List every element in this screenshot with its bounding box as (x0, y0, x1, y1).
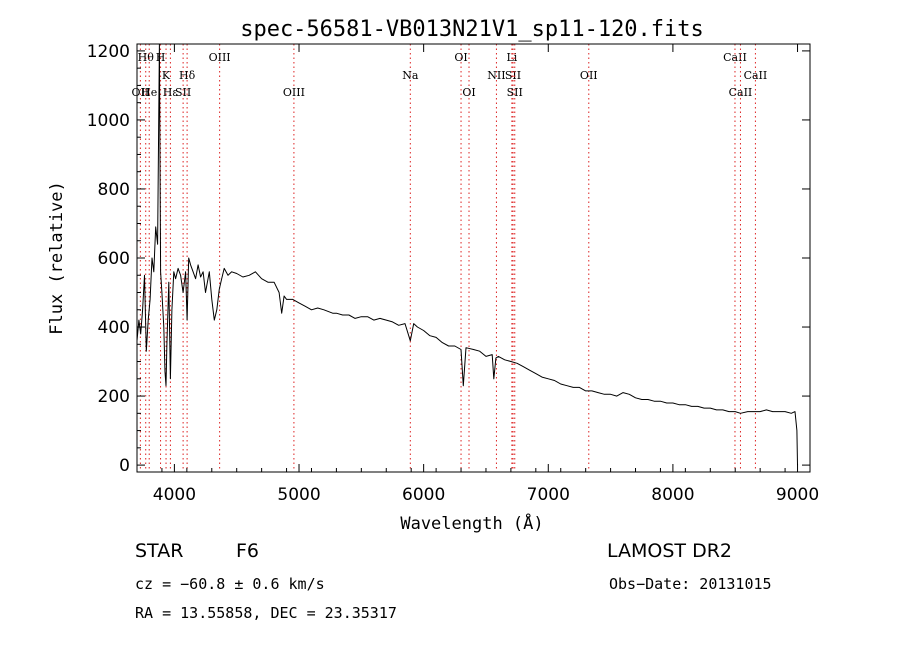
y-axis-ticks: 0 200 400 600 800 1000 1200 (87, 42, 810, 476)
x-axis-label: Wavelength (Å) (400, 512, 543, 534)
survey-name: LAMOST DR2 (607, 540, 732, 562)
spectral-line-label: Hδ (179, 69, 196, 82)
object-subclass: F6 (236, 540, 260, 562)
spectral-line-label: CaII (729, 86, 753, 99)
spectral-line-label: NII (487, 69, 505, 82)
x-tick-label: 8000 (651, 485, 694, 505)
spectral-line-label: OII (580, 69, 598, 82)
spectral-line-label: SII (507, 86, 523, 99)
y-tick-label: 600 (98, 249, 130, 269)
spectral-line-label: SII (505, 69, 521, 82)
spectral-line-label: CaII (723, 51, 747, 64)
y-tick-label: 1000 (87, 111, 130, 131)
spectral-line-label: Hθ (138, 51, 155, 64)
spectral-line-label: OIII (283, 86, 305, 99)
redshift-velocity: cz = −60.8 ± 0.6 km/s (135, 575, 325, 593)
object-class: STAR (135, 540, 184, 562)
x-tick-label: 9000 (776, 485, 819, 505)
spectral-line-label: CaII (744, 69, 768, 82)
y-tick-label: 400 (98, 318, 130, 338)
spectral-line-label: Hε (163, 86, 179, 99)
plot-frame (136, 43, 811, 473)
sky-coordinates: RA = 13.55858, DEC = 23.35317 (135, 604, 397, 622)
spectral-line-label: Li (506, 51, 517, 64)
spectral-line-label: H (156, 51, 166, 64)
flux-series-line (136, 43, 798, 466)
x-axis-ticks: 4000 5000 6000 7000 8000 9000 (136, 44, 819, 505)
spectral-line-label: OI (462, 86, 475, 99)
y-tick-label: 800 (98, 180, 130, 200)
spectral-line-markers: OIIHθHeHKHεSIIHδOIIIOIIINaOIOINIILiSIISI… (132, 44, 768, 472)
x-tick-label: 7000 (527, 485, 570, 505)
y-tick-label: 0 (119, 456, 130, 476)
spectral-line-label: OI (454, 51, 467, 64)
spectral-line-label: K (162, 69, 171, 82)
x-tick-label: 5000 (277, 485, 320, 505)
y-tick-label: 200 (98, 387, 130, 407)
x-tick-label: 6000 (402, 485, 445, 505)
y-axis-label: Flux (relative) (47, 181, 67, 335)
spectral-line-label: OIII (209, 51, 231, 64)
x-tick-label: 4000 (153, 485, 196, 505)
chart-title: spec-56581-VB013N21V1_sp11-120.fits (240, 17, 704, 42)
y-tick-label: 1200 (87, 42, 130, 62)
spectral-line-label: SII (175, 86, 191, 99)
observation-date: Obs−Date: 20131015 (609, 575, 772, 593)
spectral-line-label: Na (402, 69, 419, 82)
spectral-line-label: He (141, 86, 157, 99)
spectral-line-label: OII (132, 86, 150, 99)
